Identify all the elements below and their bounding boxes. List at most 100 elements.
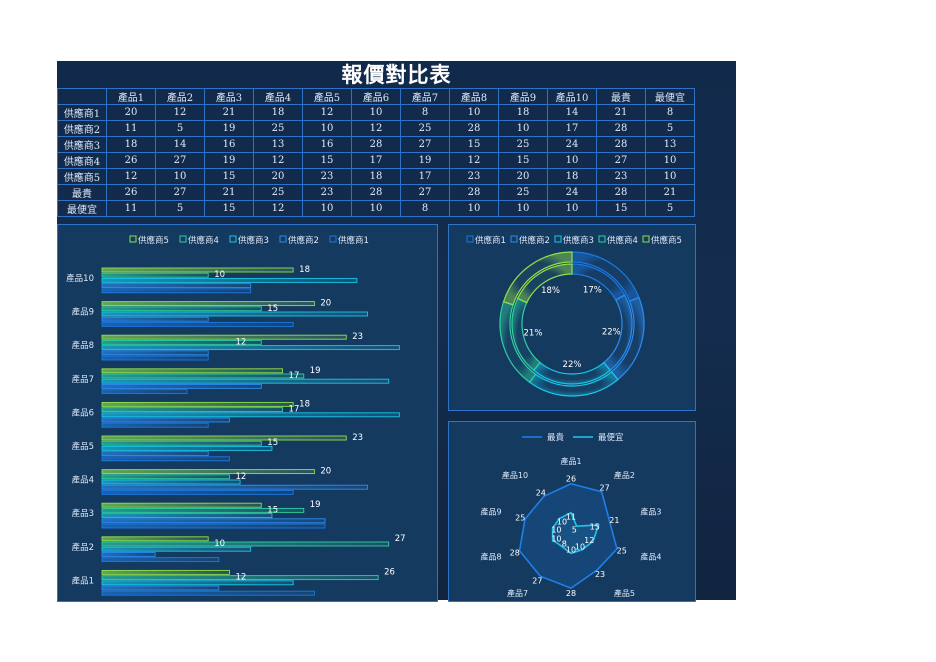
column-header[interactable]: 產品7: [400, 88, 450, 105]
bar[interactable]: [101, 518, 326, 524]
table-cell[interactable]: 21: [204, 104, 254, 121]
donut-slice[interactable]: [502, 251, 573, 306]
table-cell[interactable]: 8: [645, 104, 695, 121]
table-cell[interactable]: 25: [498, 184, 548, 201]
table-cell[interactable]: 5: [155, 200, 205, 217]
radar-chart-panel[interactable]: 最貴最便宜產品1產品2產品3產品4產品5產品6產品7產品8產品9產品102627…: [448, 421, 696, 602]
table-cell[interactable]: 27: [155, 152, 205, 169]
table-cell[interactable]: 12: [253, 200, 303, 217]
donut-chart-panel[interactable]: 供應商1 供應商2 供應商3 供應商4 供應商5 17% 22% 22% 21% 18%: [448, 224, 696, 411]
table-cell[interactable]: 17: [547, 120, 597, 137]
bar[interactable]: [101, 345, 400, 351]
table-cell[interactable]: 18: [547, 168, 597, 185]
bar[interactable]: [101, 557, 220, 563]
table-cell[interactable]: 10: [155, 168, 205, 185]
bar[interactable]: [101, 378, 390, 384]
table-cell[interactable]: 23: [596, 168, 646, 185]
legend-item[interactable]: 供應商3: [554, 235, 594, 246]
table-cell[interactable]: 15: [204, 200, 254, 217]
table-cell[interactable]: 10: [645, 168, 695, 185]
table-cell[interactable]: 18: [498, 104, 548, 121]
legend-item[interactable]: 供應商2: [510, 235, 550, 246]
bar[interactable]: [101, 445, 273, 451]
table-cell[interactable]: 16: [204, 136, 254, 153]
legend-item[interactable]: 供應商1: [329, 235, 369, 246]
table-cell[interactable]: 13: [253, 136, 303, 153]
table-cell[interactable]: 12: [106, 168, 156, 185]
bar[interactable]: [101, 283, 252, 289]
table-cell[interactable]: 20: [106, 104, 156, 121]
row-header-cell[interactable]: 供應商5: [57, 168, 107, 185]
table-cell[interactable]: 11: [106, 200, 156, 217]
table-cell[interactable]: 19: [400, 152, 450, 169]
bar[interactable]: [101, 479, 241, 485]
bar[interactable]: [101, 422, 209, 428]
table-cell[interactable]: 10: [302, 200, 352, 217]
table-cell[interactable]: 13: [645, 136, 695, 153]
bar[interactable]: [101, 435, 347, 441]
table-cell[interactable]: 15: [498, 152, 548, 169]
bar[interactable]: [101, 551, 156, 557]
table-cell[interactable]: 25: [253, 184, 303, 201]
bar[interactable]: [101, 440, 262, 446]
row-header-cell[interactable]: 最便宜: [57, 200, 107, 217]
row-header-cell[interactable]: 最貴: [57, 184, 107, 201]
legend-item[interactable]: 供應商4: [179, 235, 219, 246]
bar[interactable]: [101, 513, 273, 519]
table-cell[interactable]: 24: [547, 184, 597, 201]
table-cell[interactable]: 26: [106, 184, 156, 201]
legend-item[interactable]: 供應商2: [279, 235, 319, 246]
bar[interactable]: [101, 350, 209, 356]
table-cell[interactable]: 23: [302, 184, 352, 201]
bar[interactable]: [101, 469, 315, 475]
bar[interactable]: [101, 507, 305, 513]
table-cell[interactable]: 28: [596, 120, 646, 137]
column-header[interactable]: 產品5: [302, 88, 352, 105]
table-cell[interactable]: 21: [204, 184, 254, 201]
table-cell[interactable]: 19: [204, 152, 254, 169]
table-cell[interactable]: 5: [645, 200, 695, 217]
legend-item[interactable]: 供應商4: [598, 235, 638, 246]
bar[interactable]: [101, 301, 315, 307]
table-cell[interactable]: 27: [400, 184, 450, 201]
bar[interactable]: [101, 355, 209, 361]
table-cell[interactable]: 15: [449, 136, 499, 153]
bar[interactable]: [101, 412, 400, 418]
table-cell[interactable]: 28: [449, 120, 499, 137]
legend-item[interactable]: 供應商5: [129, 235, 169, 246]
table-cell[interactable]: 18: [106, 136, 156, 153]
table-cell[interactable]: 11: [106, 120, 156, 137]
bar[interactable]: [101, 316, 209, 322]
bar[interactable]: [101, 339, 262, 345]
bar[interactable]: [101, 383, 262, 389]
bar[interactable]: [101, 456, 230, 462]
table-cell[interactable]: 25: [400, 120, 450, 137]
bar[interactable]: [101, 321, 294, 327]
bar[interactable]: [101, 502, 262, 508]
legend-item[interactable]: 最貴: [522, 432, 565, 443]
column-header[interactable]: 產品6: [351, 88, 401, 105]
table-cell[interactable]: 5: [155, 120, 205, 137]
table-cell[interactable]: 12: [253, 152, 303, 169]
column-header[interactable]: [57, 88, 107, 105]
table-cell[interactable]: 20: [498, 168, 548, 185]
table-cell[interactable]: 10: [498, 200, 548, 217]
table-cell[interactable]: 25: [498, 136, 548, 153]
bar[interactable]: [101, 585, 220, 591]
table-cell[interactable]: 24: [547, 136, 597, 153]
radar-series[interactable]: [551, 511, 600, 555]
bar[interactable]: [101, 489, 294, 495]
bar[interactable]: [101, 523, 326, 529]
bar[interactable]: [101, 368, 283, 374]
bar[interactable]: [101, 569, 230, 575]
bar[interactable]: [101, 417, 230, 423]
table-cell[interactable]: 19: [204, 120, 254, 137]
bar[interactable]: [101, 580, 294, 586]
table-cell[interactable]: 8: [400, 104, 450, 121]
table-cell[interactable]: 23: [302, 168, 352, 185]
row-header-cell[interactable]: 供應商1: [57, 104, 107, 121]
table-cell[interactable]: 8: [400, 200, 450, 217]
table-cell[interactable]: 12: [351, 120, 401, 137]
table-cell[interactable]: 28: [351, 184, 401, 201]
bar[interactable]: [101, 389, 188, 395]
